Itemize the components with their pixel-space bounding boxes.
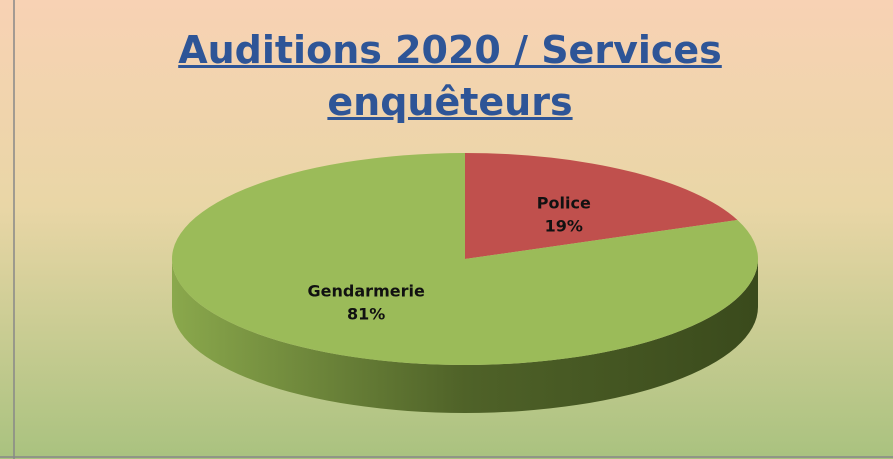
slice-value-label: 81% [347,304,385,323]
slice-value-label: 19% [545,217,583,236]
slice-side [172,259,758,413]
slice-top [465,153,738,259]
slice-top [171,153,758,365]
pie-slice [465,153,738,259]
slice-label: Police [537,194,591,213]
pie-slice [171,153,758,413]
chart-title: Auditions 2020 / Services enquêteurs [178,28,722,124]
slice-label: Gendarmerie [308,281,425,300]
